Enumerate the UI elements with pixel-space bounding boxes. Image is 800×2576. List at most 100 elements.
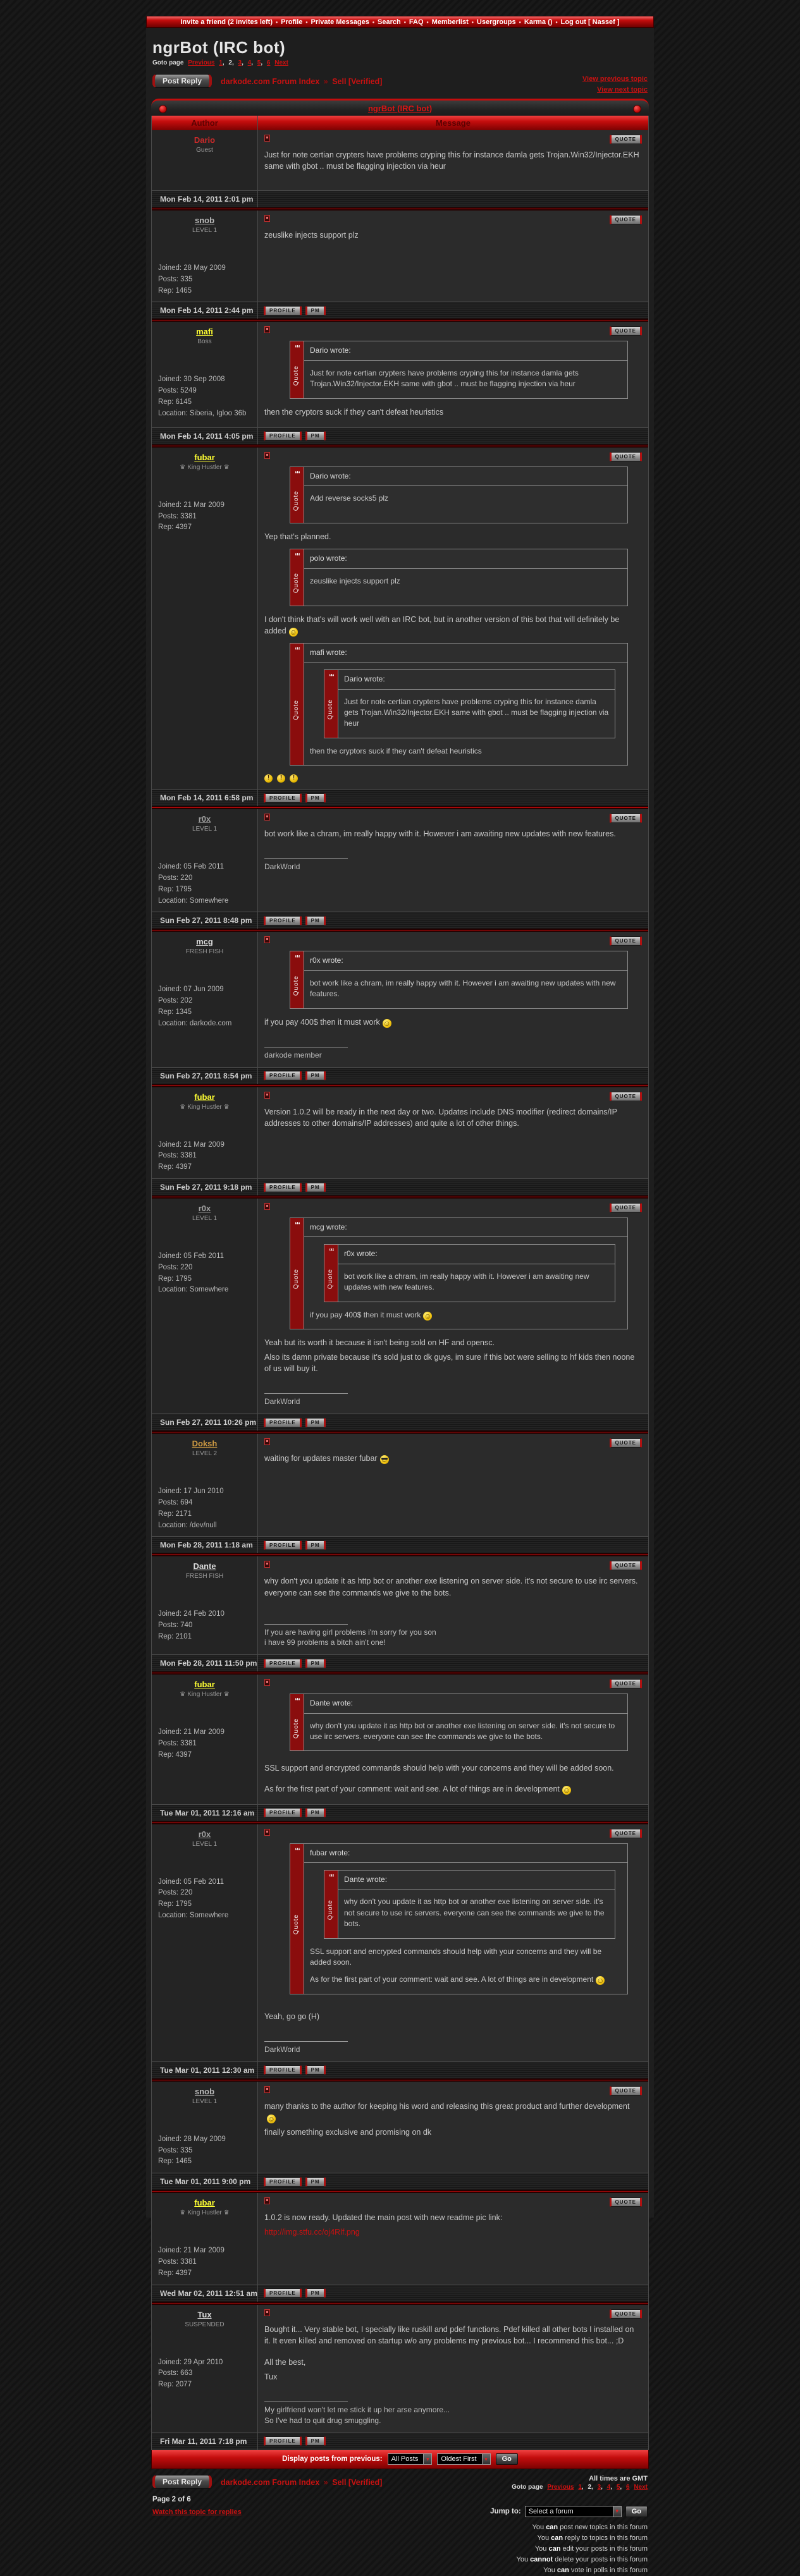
post-text: bot work like a chram, im really happy w…: [264, 829, 616, 839]
quote-mark-icon: [329, 1245, 333, 1256]
profile-button[interactable]: PROFILE: [264, 915, 302, 925]
profile-button[interactable]: PROFILE: [264, 305, 302, 315]
quote-button[interactable]: QUOTE: [609, 2197, 642, 2207]
profile-button[interactable]: PROFILE: [264, 1071, 302, 1081]
quote-button[interactable]: QUOTE: [609, 451, 642, 461]
author-username[interactable]: fubar: [194, 452, 215, 462]
quote-button[interactable]: QUOTE: [609, 1679, 642, 1689]
pm-button[interactable]: PM: [305, 2288, 326, 2298]
quote-button[interactable]: QUOTE: [609, 1438, 642, 1448]
author-username[interactable]: Dante: [193, 1561, 216, 1572]
quote-button[interactable]: QUOTE: [609, 2309, 642, 2319]
quote-button[interactable]: QUOTE: [609, 936, 642, 946]
post-icon: [264, 1561, 270, 1568]
page-link-3[interactable]: 3: [238, 59, 242, 66]
watch-topic-link[interactable]: Watch this topic for replies: [152, 2508, 242, 2516]
pm-button[interactable]: PM: [305, 1658, 326, 1668]
author-username[interactable]: mafi: [196, 327, 213, 337]
topic-title-link[interactable]: ngrBot (IRC bot): [367, 103, 433, 113]
breadcrumb-index-link[interactable]: darkode.com Forum Index: [221, 2477, 320, 2487]
page-link-6[interactable]: 6: [266, 59, 271, 66]
post-text: then the cryptors suck if they can't def…: [264, 407, 444, 417]
pm-button[interactable]: PM: [305, 431, 326, 441]
profile-button[interactable]: PROFILE: [264, 1417, 302, 1427]
page-link-6[interactable]: 6: [625, 2483, 630, 2491]
author-username[interactable]: fubar: [194, 1092, 215, 1102]
breadcrumb-index-link[interactable]: darkode.com Forum Index: [221, 77, 320, 86]
page-link-1[interactable]: 1: [219, 59, 223, 66]
pm-button[interactable]: PM: [305, 1182, 326, 1192]
author-username[interactable]: r0x: [198, 1204, 211, 1214]
quote-strip: Quote: [290, 643, 304, 766]
profile-button[interactable]: PROFILE: [264, 1808, 302, 1818]
quote-button[interactable]: QUOTE: [609, 215, 642, 224]
menu-invite-friend[interactable]: Invite a friend (2 invites left): [180, 18, 273, 26]
profile-button[interactable]: PROFILE: [264, 793, 302, 803]
profile-button[interactable]: PROFILE: [264, 1658, 302, 1668]
page-link-5[interactable]: 5: [257, 59, 261, 66]
menu-memberlist[interactable]: Memberlist: [431, 18, 469, 26]
breadcrumb-forum-link[interactable]: Sell [Verified]: [332, 2477, 383, 2487]
page-link-next[interactable]: Next: [634, 2483, 648, 2491]
jump-go-button[interactable]: Go: [625, 2505, 648, 2517]
profile-button[interactable]: PROFILE: [264, 2176, 302, 2187]
author-username[interactable]: Tux: [197, 2309, 212, 2319]
pm-button[interactable]: PM: [305, 1071, 326, 1081]
pm-button[interactable]: PM: [305, 915, 326, 925]
display-go-button[interactable]: Go: [495, 2453, 518, 2465]
post-reply-button[interactable]: Post Reply: [152, 74, 212, 88]
quote-button[interactable]: QUOTE: [609, 326, 642, 336]
menu-usergroups[interactable]: Usergroups: [476, 18, 516, 26]
author-username[interactable]: mcg: [196, 937, 213, 947]
profile-button[interactable]: PROFILE: [264, 2065, 302, 2075]
menu-karma[interactable]: Karma (): [524, 18, 553, 26]
breadcrumb-forum-link[interactable]: Sell [Verified]: [332, 77, 383, 86]
view-next-topic-link[interactable]: View next topic: [597, 85, 648, 94]
pm-button[interactable]: PM: [305, 793, 326, 803]
author-username[interactable]: r0x: [198, 1829, 211, 1839]
quote-strip: Quote: [324, 670, 338, 738]
quote-button[interactable]: QUOTE: [609, 1828, 642, 1838]
quote-button[interactable]: QUOTE: [609, 1561, 642, 1571]
quote-button[interactable]: QUOTE: [609, 1203, 642, 1213]
display-posts-select[interactable]: All Posts ▼: [387, 2453, 433, 2465]
forum-post: r0x LEVEL 1 Joined: 05 Feb 2011 Posts: 22…: [152, 809, 648, 932]
author-username[interactable]: snob: [194, 216, 215, 225]
page-link-4[interactable]: 4: [247, 59, 252, 66]
pm-button[interactable]: PM: [305, 305, 326, 315]
quote-button[interactable]: QUOTE: [609, 2085, 642, 2096]
menu-private-messages[interactable]: Private Messages: [311, 18, 369, 26]
post-reply-button-bottom[interactable]: Post Reply: [152, 2474, 212, 2489]
sort-order-select[interactable]: Oldest First ▼: [437, 2453, 491, 2465]
page-link-previous[interactable]: Previous: [188, 59, 215, 66]
quote-button[interactable]: QUOTE: [609, 814, 642, 824]
menu-profile[interactable]: Profile: [281, 18, 303, 26]
pm-button[interactable]: PM: [305, 1540, 326, 1550]
author-username[interactable]: fubar: [194, 1680, 215, 1690]
page-link-previous[interactable]: Previous: [547, 2483, 574, 2491]
profile-button[interactable]: PROFILE: [264, 431, 302, 441]
pm-button[interactable]: PM: [305, 2065, 326, 2075]
readme-pic-link[interactable]: http://img.stfu.cc/oj4Rlf.png: [264, 2228, 360, 2237]
menu-logout[interactable]: Log out [ Nassef ]: [560, 18, 620, 26]
profile-button[interactable]: PROFILE: [264, 1540, 302, 1550]
profile-button[interactable]: PROFILE: [264, 2288, 302, 2298]
author-username[interactable]: Doksh: [192, 1439, 218, 1449]
quote-button[interactable]: QUOTE: [609, 1091, 642, 1101]
quote-button[interactable]: QUOTE: [609, 135, 642, 144]
pm-button[interactable]: PM: [305, 2176, 326, 2187]
profile-button[interactable]: PROFILE: [264, 1182, 302, 1192]
author-username[interactable]: fubar: [194, 2198, 215, 2208]
author-username[interactable]: r0x: [198, 814, 211, 824]
author-username[interactable]: snob: [194, 2086, 215, 2096]
pm-button[interactable]: PM: [305, 1808, 326, 1818]
pm-button[interactable]: PM: [305, 1417, 326, 1427]
page-link-next[interactable]: Next: [274, 59, 288, 66]
quote-mark-icon: [295, 1694, 299, 1706]
pm-button[interactable]: PM: [305, 2436, 326, 2446]
menu-faq[interactable]: FAQ: [409, 18, 424, 26]
menu-search[interactable]: Search: [378, 18, 401, 26]
view-previous-topic-link[interactable]: View previous topic: [582, 75, 648, 83]
profile-button[interactable]: PROFILE: [264, 2436, 302, 2446]
jump-to-select[interactable]: Select a forum ▼: [524, 2505, 622, 2517]
